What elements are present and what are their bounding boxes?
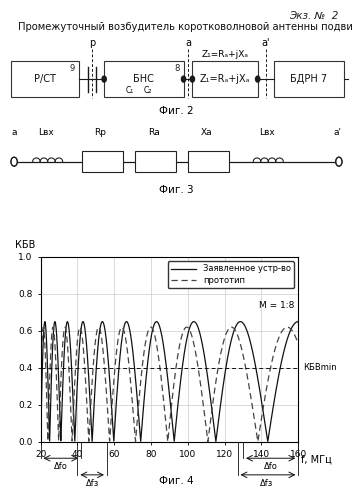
Text: 8: 8 bbox=[174, 64, 179, 73]
Text: Δfз: Δfз bbox=[85, 479, 99, 488]
Text: C₁: C₁ bbox=[126, 86, 134, 95]
Text: 9: 9 bbox=[70, 64, 75, 73]
Text: Фиг. 4: Фиг. 4 bbox=[159, 476, 194, 486]
Legend: Заявленное устр-во, прототип: Заявленное устр-во, прототип bbox=[168, 261, 294, 288]
Bar bbox=[274, 61, 344, 97]
Text: Lвх: Lвх bbox=[38, 128, 54, 137]
Text: Rа: Rа bbox=[148, 128, 160, 137]
Circle shape bbox=[102, 76, 106, 82]
Text: р: р bbox=[89, 38, 95, 48]
Text: Промежуточный возбудитель коротковолновой антенны подвижного объекта: Промежуточный возбудитель коротковолново… bbox=[18, 22, 353, 32]
Text: C₂: C₂ bbox=[143, 86, 151, 95]
Text: Δfз: Δfз bbox=[261, 479, 274, 488]
Bar bbox=[82, 151, 123, 172]
Text: Lвх: Lвх bbox=[259, 128, 274, 137]
Circle shape bbox=[190, 76, 195, 82]
Text: КБВmin: КБВmin bbox=[304, 363, 337, 372]
Text: Δfо: Δfо bbox=[264, 462, 277, 471]
Text: БНС: БНС bbox=[133, 74, 154, 84]
Bar bbox=[188, 151, 229, 172]
Text: f, МГц: f, МГц bbox=[301, 455, 332, 465]
Text: Фиг. 2: Фиг. 2 bbox=[159, 106, 194, 116]
Bar bbox=[135, 151, 176, 172]
Text: Z₁=Rₐ+jXₐ: Z₁=Rₐ+jXₐ bbox=[202, 50, 249, 59]
Text: Z₁=Rₐ+jXₐ: Z₁=Rₐ+jXₐ bbox=[200, 74, 250, 84]
Text: М = 1:8: М = 1:8 bbox=[259, 301, 294, 310]
Text: Фиг. 3: Фиг. 3 bbox=[159, 185, 194, 195]
Text: a: a bbox=[11, 128, 17, 137]
Text: Р/СТ: Р/СТ bbox=[34, 74, 56, 84]
Text: Xа: Xа bbox=[201, 128, 212, 137]
Circle shape bbox=[336, 157, 342, 166]
Bar bbox=[192, 61, 258, 97]
Circle shape bbox=[256, 76, 260, 82]
Text: КБВ: КБВ bbox=[15, 240, 35, 250]
Text: Экз. №  2: Экз. № 2 bbox=[289, 11, 339, 21]
Text: Rр: Rр bbox=[95, 128, 107, 137]
Text: Δfо: Δfо bbox=[54, 462, 68, 471]
Text: БДРН 7: БДРН 7 bbox=[290, 74, 328, 84]
Bar bbox=[104, 61, 184, 97]
Circle shape bbox=[11, 157, 17, 166]
Text: a': a' bbox=[333, 128, 341, 137]
Text: a': a' bbox=[261, 38, 270, 48]
Circle shape bbox=[181, 76, 186, 82]
Text: a: a bbox=[185, 38, 191, 48]
Bar bbox=[11, 61, 79, 97]
